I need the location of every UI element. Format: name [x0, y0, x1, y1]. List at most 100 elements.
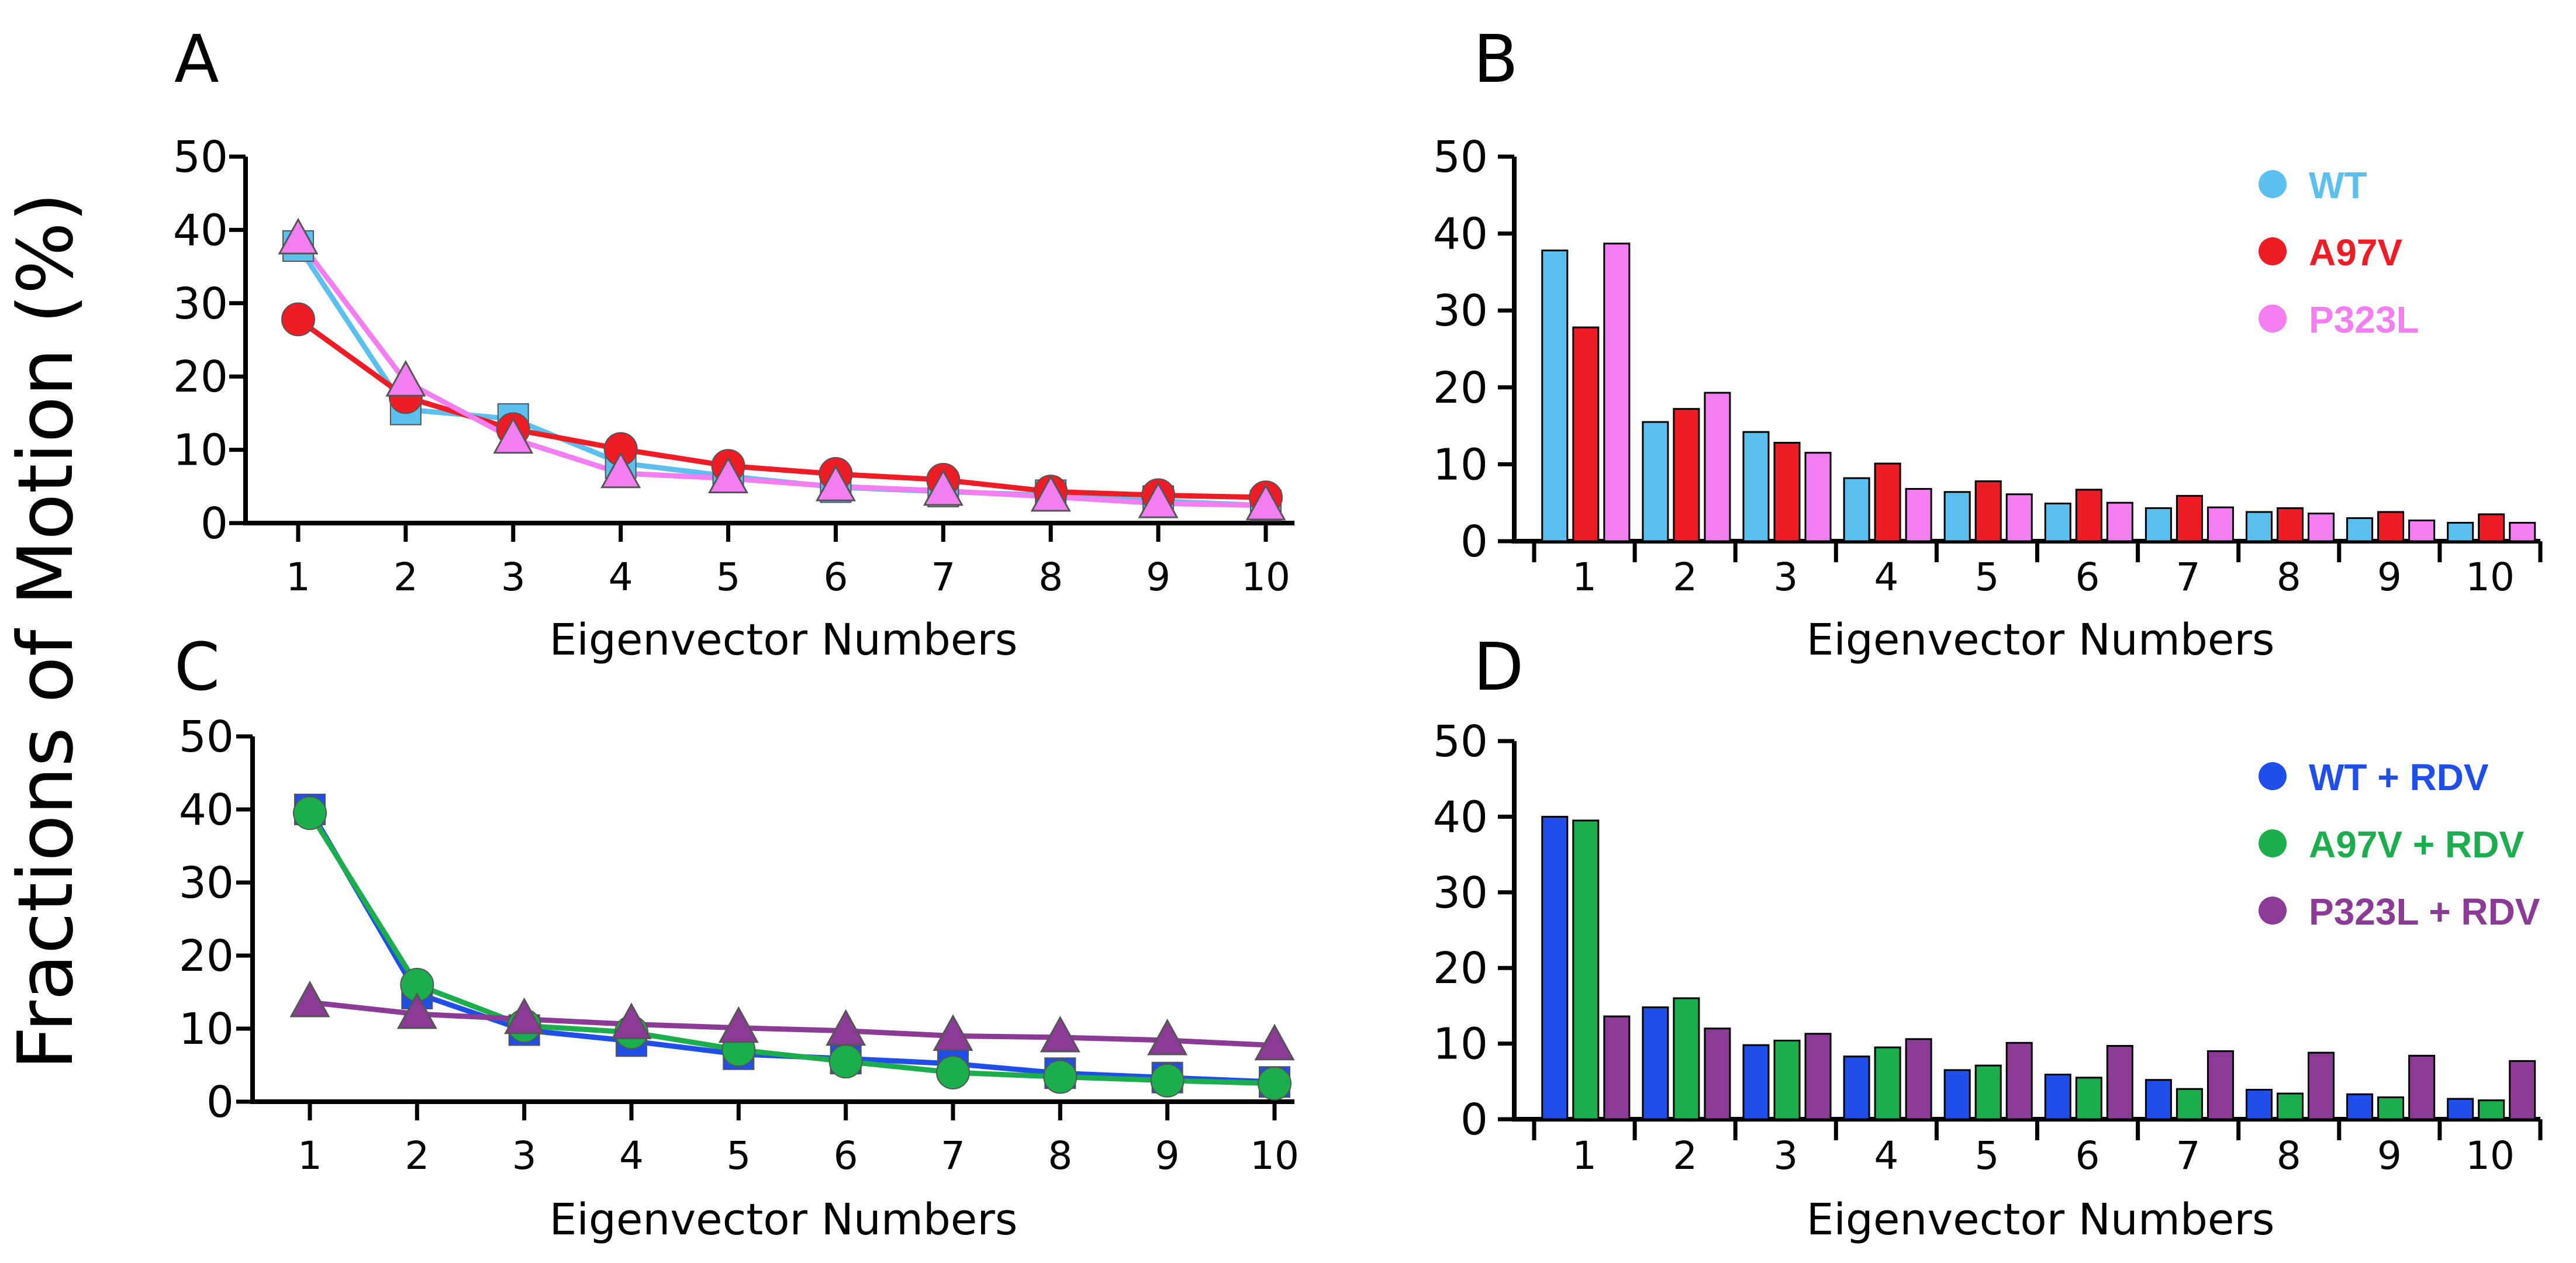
- y-tick-label: 20: [1433, 943, 1488, 994]
- bar-a97v-rdv: [2276, 1092, 2304, 1120]
- bar-a97v: [1673, 408, 1700, 542]
- bar-wt: [2245, 511, 2273, 542]
- bar-p323l-rdv: [2408, 1054, 2436, 1120]
- x-axis-label: Eigenvector Numbers: [1807, 1195, 2275, 1245]
- data-point-p323l-rdv: [1254, 1023, 1295, 1061]
- x-tick-label: 2: [393, 555, 418, 600]
- data-point-a97v-rdv: [936, 1056, 970, 1089]
- bar-p323l: [1603, 243, 1631, 542]
- data-point-p323l: [1030, 475, 1071, 512]
- y-tick-label: 50: [1433, 717, 1488, 767]
- y-tick-label: 30: [1433, 868, 1488, 918]
- x-tick-label: 1: [286, 555, 310, 600]
- x-tick-label: 2: [1673, 555, 1697, 600]
- bar-a97v-rdv: [2377, 1096, 2405, 1120]
- bar-p323l: [1704, 392, 1731, 542]
- x-tick-label: 3: [1773, 555, 1798, 600]
- x-tick-label: 5: [1974, 1133, 1999, 1178]
- y-tick-label: 30: [173, 279, 228, 329]
- data-point-a97v: [281, 302, 315, 337]
- bar-p323l: [2005, 493, 2033, 542]
- series-line-p323l: [296, 237, 1266, 508]
- bar-p323l: [2408, 519, 2436, 542]
- data-point-a97v-rdv: [828, 1044, 863, 1079]
- data-point-p323l-rdv: [1147, 1018, 1188, 1056]
- legend: WT A97V P323L: [2259, 164, 2419, 341]
- bar-a97v-rdv: [1974, 1064, 2002, 1120]
- bar-a97v: [2478, 513, 2505, 542]
- bar-a97v: [2276, 507, 2304, 542]
- bar-wt-rdv: [2145, 1079, 2172, 1120]
- bar-wt: [2447, 521, 2474, 542]
- panel-letter-c: C: [174, 629, 220, 705]
- bar-wt-rdv: [1742, 1044, 1770, 1120]
- y-tick-label: 0: [206, 1077, 234, 1127]
- bar-wt-rdv: [1541, 815, 1569, 1120]
- bar-wt: [2145, 507, 2172, 542]
- bar-a97v: [2075, 489, 2102, 542]
- y-tick-label: 50: [1433, 132, 1488, 182]
- x-tick-label: 10: [1241, 555, 1290, 600]
- bar-wt-rdv: [1642, 1006, 1669, 1120]
- y-tick-label: 0: [1460, 1095, 1488, 1145]
- bar-p323l: [2308, 513, 2335, 542]
- legend-marker: [2259, 829, 2287, 857]
- x-tick-label: 2: [405, 1133, 429, 1178]
- bar-p323l: [1804, 452, 1832, 542]
- data-point-p323l: [600, 451, 641, 489]
- data-point-p323l: [493, 417, 534, 454]
- x-tick-label: 5: [1974, 555, 1999, 600]
- legend-label: P323L + RDV: [2309, 891, 2540, 933]
- legend-marker: [2259, 237, 2287, 265]
- bar-wt-rdv: [2346, 1093, 2374, 1120]
- bar-a97v-rdv: [1773, 1039, 1801, 1120]
- panel-a: A 0 10 20 30 40 50 1 2 3 4 5 6 7 8 9 10 Eigenvector Numbe…: [173, 22, 1294, 665]
- data-point-p323l-rdv: [933, 1014, 973, 1051]
- y-tick-label: 10: [173, 425, 228, 476]
- y-tick-label: 30: [1433, 286, 1488, 336]
- bar-wt: [1541, 250, 1569, 542]
- x-tick-label: 6: [2076, 1133, 2100, 1178]
- legend-marker: [2259, 897, 2287, 925]
- x-tick-label: 7: [931, 555, 955, 600]
- bar-p323l: [2206, 506, 2234, 542]
- bar-a97v: [2176, 494, 2203, 542]
- bar-wt-rdv: [2245, 1089, 2273, 1120]
- x-tick-label: 5: [716, 555, 741, 600]
- bar-p323l-rdv: [1804, 1033, 1832, 1120]
- bar-wt-rdv: [1943, 1069, 1971, 1120]
- x-tick-label: 1: [298, 1133, 322, 1178]
- data-point-p323l-rdv: [826, 1009, 866, 1046]
- x-tick-label: 9: [1155, 1133, 1180, 1178]
- x-tick-label: 7: [941, 1133, 965, 1178]
- bar-wt: [1943, 491, 1971, 542]
- data-point-p323l: [385, 359, 426, 397]
- y-tick-label: 40: [179, 785, 234, 835]
- y-tick-label: 50: [173, 132, 228, 182]
- bar-a97v-rdv: [1572, 819, 1600, 1120]
- legend-label: WT: [2309, 164, 2367, 206]
- bar-a97v-rdv: [2075, 1077, 2102, 1120]
- y-tick-label: 20: [173, 352, 228, 402]
- x-tick-label: 3: [512, 1133, 537, 1178]
- data-point-p323l-rdv: [396, 992, 437, 1029]
- data-point-p323l: [1245, 483, 1286, 521]
- x-tick-label: 4: [1874, 555, 1898, 600]
- x-tick-label: 5: [726, 1133, 751, 1178]
- x-tick-label: 10: [2465, 555, 2515, 600]
- bar-a97v: [1874, 462, 1901, 542]
- x-tick-label: 7: [2176, 555, 2201, 600]
- y-tick-label: 0: [201, 499, 228, 549]
- x-tick-label: 4: [1874, 1133, 1898, 1178]
- y-tick-label: 50: [179, 712, 234, 762]
- x-tick-label: 8: [1048, 1133, 1072, 1178]
- legend-marker: [2259, 170, 2287, 198]
- panel-letter-a: A: [174, 22, 219, 98]
- bar-p323l: [2106, 501, 2133, 542]
- bar-p323l-rdv: [1905, 1038, 1932, 1120]
- x-tick-label: 8: [2277, 1133, 2301, 1178]
- x-tick-label: 8: [1038, 555, 1063, 600]
- legend-marker: [2259, 762, 2287, 790]
- data-point-p323l-rdv: [504, 997, 545, 1034]
- bar-wt: [2044, 503, 2071, 542]
